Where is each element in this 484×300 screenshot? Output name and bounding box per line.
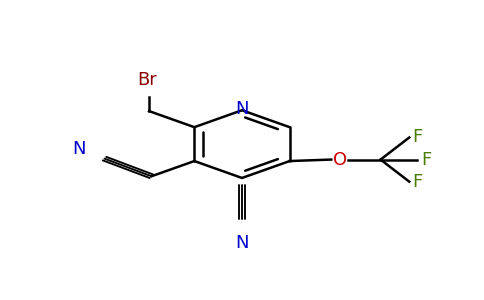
- Text: N: N: [72, 140, 86, 158]
- Text: F: F: [413, 173, 423, 191]
- Text: N: N: [235, 100, 249, 118]
- Text: F: F: [421, 151, 431, 169]
- Text: F: F: [413, 128, 423, 146]
- Text: Br: Br: [137, 71, 156, 89]
- Text: N: N: [235, 234, 249, 252]
- Text: O: O: [333, 151, 347, 169]
